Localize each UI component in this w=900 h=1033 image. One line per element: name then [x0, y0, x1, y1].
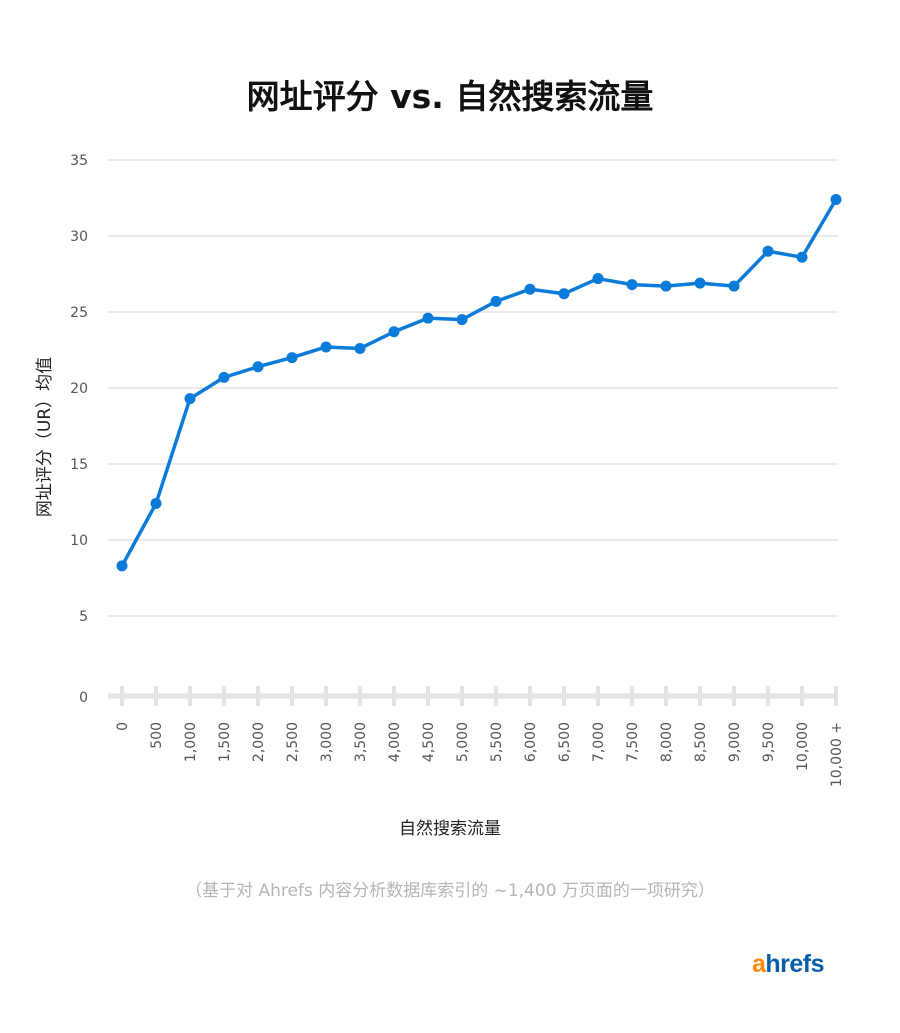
data-point [524, 283, 536, 295]
x-tick-label: 4,000 [387, 722, 403, 762]
y-tick-label: 5 [79, 609, 88, 625]
data-point [252, 361, 264, 373]
x-tick-label: 9,000 [727, 722, 743, 762]
x-axis-label: 自然搜索流量 [399, 819, 501, 839]
data-point [796, 251, 808, 263]
logo-text: hrefs [765, 950, 825, 978]
x-tick-label: 6,500 [557, 722, 573, 762]
data-point [354, 342, 366, 354]
data-point [150, 498, 162, 510]
x-tick-label: 5,500 [489, 722, 505, 762]
x-tick-label: 1,000 [183, 722, 199, 762]
chart-title: 网址评分 vs. 自然搜索流量 [246, 77, 654, 116]
y-tick-label: 0 [79, 690, 88, 706]
x-tick-label: 8,500 [693, 722, 709, 762]
data-point [388, 326, 400, 338]
data-point [422, 312, 434, 324]
data-point [558, 288, 570, 300]
x-tick-label: 4,500 [421, 722, 437, 762]
y-tick-label: 25 [70, 305, 88, 321]
data-point [830, 194, 842, 206]
x-tick-label: 7,500 [625, 722, 641, 762]
footnote: （基于对 Ahrefs 内容分析数据库索引的 ~1,400 万页面的一项研究） [185, 881, 715, 901]
data-point [592, 273, 604, 285]
y-tick-label: 30 [70, 229, 88, 245]
y-axis-label: 网址评分（UR）均值 [35, 357, 55, 517]
x-tick-label: 3,500 [353, 722, 369, 762]
y-tick-label: 15 [70, 457, 88, 473]
x-tick-label: 0 [115, 722, 131, 731]
ahrefs-logo: ahrefs [752, 950, 825, 979]
x-tick-label: 10,000 [795, 722, 811, 771]
data-point [320, 341, 332, 353]
x-tick-label: 9,500 [761, 722, 777, 762]
y-tick-label: 35 [70, 153, 88, 169]
data-point [762, 245, 774, 257]
series-line [120, 198, 838, 567]
data-point [694, 277, 706, 289]
data-point [286, 352, 298, 364]
x-tick-label: 1,500 [217, 722, 233, 762]
data-point [218, 371, 230, 383]
y-tick-label: 10 [70, 533, 88, 549]
x-tick-label: 3,000 [319, 722, 335, 762]
x-tick-label: 6,000 [523, 722, 539, 762]
data-point [490, 295, 502, 307]
data-point [116, 560, 128, 572]
x-tick-label: 2,500 [285, 722, 301, 762]
data-point [728, 280, 740, 292]
x-tick-label: 10,000 + [829, 722, 845, 787]
data-point [660, 280, 672, 292]
logo-accent: a [752, 950, 766, 978]
x-tick-label: 5,000 [455, 722, 471, 762]
data-point [184, 393, 196, 405]
x-tick-label: 2,000 [251, 722, 267, 762]
data-point [456, 314, 468, 326]
x-tick-label: 8,000 [659, 722, 675, 762]
x-tick-label: 500 [149, 722, 165, 749]
y-tick-label: 20 [70, 381, 88, 397]
data-point [626, 279, 638, 291]
x-tick-label: 7,000 [591, 722, 607, 762]
